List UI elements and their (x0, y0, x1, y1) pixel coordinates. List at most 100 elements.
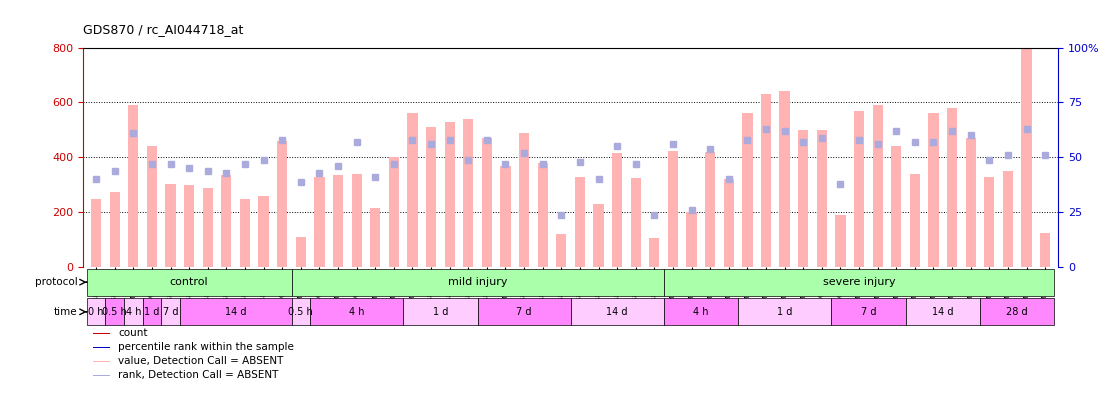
Bar (93, 347, 111, 348)
Bar (1040, 233, 1050, 267)
Bar (91, 199, 101, 267)
Bar (310, 299, 403, 325)
Bar (556, 234, 566, 267)
Text: time: time (54, 307, 78, 317)
Bar (105, 299, 124, 325)
Bar (831, 299, 905, 325)
Bar (222, 175, 232, 267)
Bar (478, 299, 571, 325)
Text: 4 h: 4 h (694, 307, 709, 317)
Bar (835, 215, 845, 267)
Text: 4 h: 4 h (125, 307, 141, 317)
Bar (612, 153, 623, 267)
Text: 14 d: 14 d (932, 307, 954, 317)
Bar (910, 174, 920, 267)
Bar (738, 299, 831, 325)
Bar (649, 238, 659, 267)
Bar (203, 188, 213, 267)
Text: 1 d: 1 d (144, 307, 160, 317)
Bar (425, 127, 437, 267)
Bar (984, 177, 994, 267)
Bar (854, 111, 864, 267)
Bar (184, 185, 194, 267)
Bar (630, 178, 640, 267)
Text: protocol: protocol (34, 277, 78, 287)
Bar (351, 174, 361, 267)
Text: GDS870 / rc_AI044718_at: GDS870 / rc_AI044718_at (83, 23, 244, 36)
Text: control: control (170, 277, 208, 287)
Bar (165, 183, 176, 267)
Bar (872, 105, 883, 267)
Bar (258, 196, 269, 267)
Bar (162, 299, 179, 325)
Text: rank, Detection Call = ABSENT: rank, Detection Call = ABSENT (119, 370, 278, 380)
Text: 0.5 h: 0.5 h (288, 307, 314, 317)
Bar (1022, 48, 1032, 267)
Text: count: count (119, 328, 147, 338)
Bar (664, 269, 1055, 295)
Bar (668, 150, 678, 267)
Bar (370, 208, 380, 267)
Bar (947, 108, 957, 267)
Bar (124, 299, 143, 325)
Bar (905, 299, 979, 325)
Bar (929, 113, 938, 267)
Bar (664, 299, 738, 325)
Bar (93, 361, 111, 362)
Text: 14 d: 14 d (225, 307, 246, 317)
Bar (86, 269, 291, 295)
Bar (742, 113, 752, 267)
Bar (798, 130, 809, 267)
Bar (571, 299, 664, 325)
Bar (315, 177, 325, 267)
Bar (705, 152, 716, 267)
Text: 0 h: 0 h (89, 307, 104, 317)
Bar (537, 163, 547, 267)
Bar (965, 138, 976, 267)
Bar (463, 119, 473, 267)
Text: value, Detection Call = ABSENT: value, Detection Call = ABSENT (119, 356, 284, 366)
Bar (93, 333, 111, 334)
Bar (93, 375, 111, 376)
Bar (277, 141, 287, 267)
Bar (780, 91, 790, 267)
Bar (575, 177, 585, 267)
Text: 4 h: 4 h (349, 307, 365, 317)
Bar (979, 299, 1055, 325)
Bar (817, 130, 827, 267)
Bar (147, 147, 157, 267)
Bar (179, 299, 291, 325)
Text: 7 d: 7 d (516, 307, 532, 317)
Text: mild injury: mild injury (448, 277, 507, 287)
Bar (86, 299, 105, 325)
Bar (519, 133, 530, 267)
Text: 0.5 h: 0.5 h (102, 307, 127, 317)
Bar (291, 269, 664, 295)
Bar (129, 105, 138, 267)
Bar (1003, 171, 1013, 267)
Text: severe injury: severe injury (823, 277, 895, 287)
Text: 1 d: 1 d (777, 307, 792, 317)
Text: 1 d: 1 d (433, 307, 448, 317)
Bar (687, 212, 697, 267)
Bar (291, 299, 310, 325)
Bar (761, 94, 771, 267)
Bar (444, 122, 454, 267)
Bar (143, 299, 162, 325)
Bar (296, 237, 306, 267)
Bar (594, 204, 604, 267)
Bar (408, 113, 418, 267)
Text: 7 d: 7 d (163, 307, 178, 317)
Text: 28 d: 28 d (1006, 307, 1028, 317)
Text: percentile rank within the sample: percentile rank within the sample (119, 342, 294, 352)
Text: 7 d: 7 d (861, 307, 876, 317)
Bar (724, 179, 733, 267)
Bar (891, 147, 902, 267)
Bar (332, 175, 343, 267)
Bar (501, 166, 511, 267)
Bar (389, 157, 399, 267)
Bar (403, 299, 478, 325)
Bar (110, 192, 120, 267)
Text: 14 d: 14 d (606, 307, 628, 317)
Bar (239, 199, 250, 267)
